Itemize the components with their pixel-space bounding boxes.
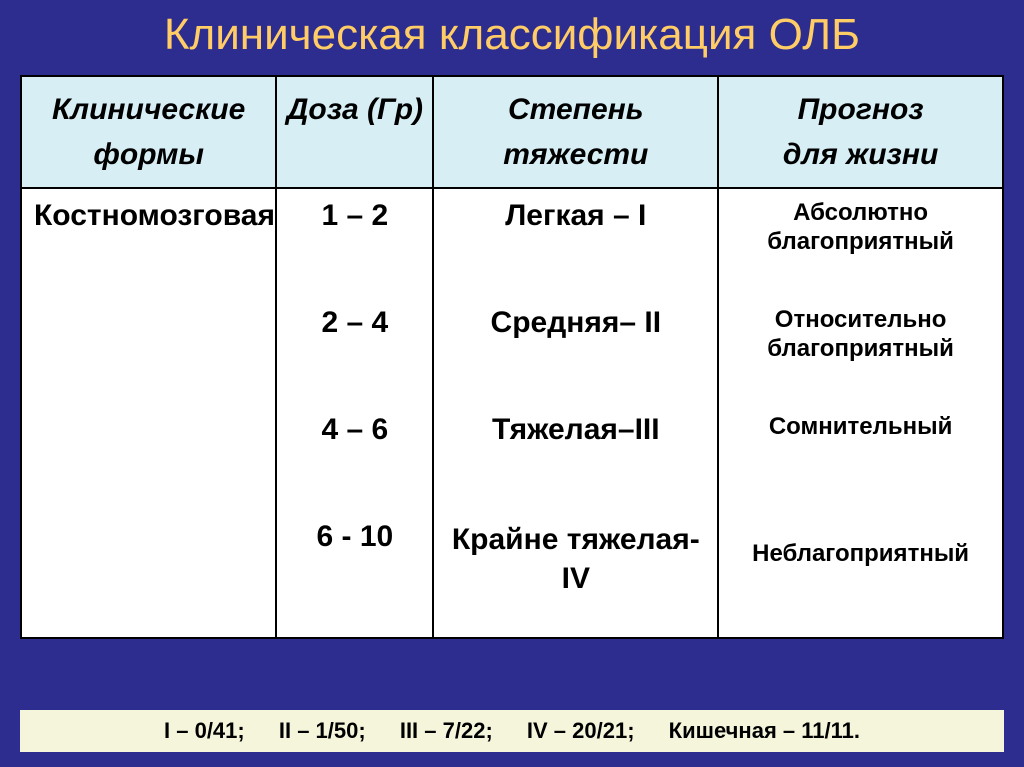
- th-severity: Степень тяжести: [433, 76, 718, 188]
- prog-1: Абсолютно благоприятный: [724, 199, 997, 264]
- stat-1: I – 0/41;: [164, 718, 245, 743]
- dose-2: 2 – 4: [282, 306, 427, 371]
- sev-2: Средняя– II: [439, 306, 712, 371]
- dose-1: 1 – 2: [282, 199, 427, 264]
- prog-4: Неблагоприятный: [724, 520, 997, 569]
- dose-3: 4 – 6: [282, 413, 427, 478]
- prog-3: Сомнительный: [724, 413, 997, 478]
- stat-3: III – 7/22;: [400, 718, 493, 743]
- slide-title: Клиническая классификация ОЛБ: [20, 10, 1004, 60]
- th-forms: Клинические формы: [21, 76, 276, 188]
- th-dose: Доза (Гр): [276, 76, 433, 188]
- form-name: Костномозговая: [34, 199, 275, 232]
- stat-4: IV – 20/21;: [527, 718, 635, 743]
- sev-4: Крайне тяжелая- IV: [439, 520, 712, 598]
- th-dose-label: Доза (Гр): [287, 93, 423, 126]
- sev-1: Легкая – I: [439, 199, 712, 264]
- th-severity-label: Степень тяжести: [503, 93, 648, 171]
- th-prognosis: Прогноз для жизни: [718, 76, 1003, 188]
- stat-5: Кишечная – 11/11.: [669, 718, 860, 743]
- cell-form: Костномозговая: [21, 188, 276, 638]
- th-forms-label: Клинические формы: [52, 93, 245, 171]
- table-row: Костномозговая 1 – 2 2 – 4 4 – 6 6 - 10 …: [21, 188, 1003, 638]
- footer-stats: I – 0/41; II – 1/50; III – 7/22; IV – 20…: [20, 710, 1004, 752]
- prog-2: Относительно благоприятный: [724, 306, 997, 371]
- cell-dose: 1 – 2 2 – 4 4 – 6 6 - 10: [276, 188, 433, 638]
- sev-3: Тяжелая–III: [439, 413, 712, 478]
- dose-4: 6 - 10: [282, 520, 427, 585]
- cell-prognosis: Абсолютно благоприятный Относительно бла…: [718, 188, 1003, 638]
- slide: Клиническая классификация ОЛБ Клинически…: [0, 0, 1024, 767]
- th-prognosis-label: Прогноз для жизни: [783, 93, 938, 171]
- stat-2: II – 1/50;: [279, 718, 366, 743]
- classification-table: Клинические формы Доза (Гр) Степень тяже…: [20, 75, 1004, 639]
- cell-severity: Легкая – I Средняя– II Тяжелая–III Крайн…: [433, 188, 718, 638]
